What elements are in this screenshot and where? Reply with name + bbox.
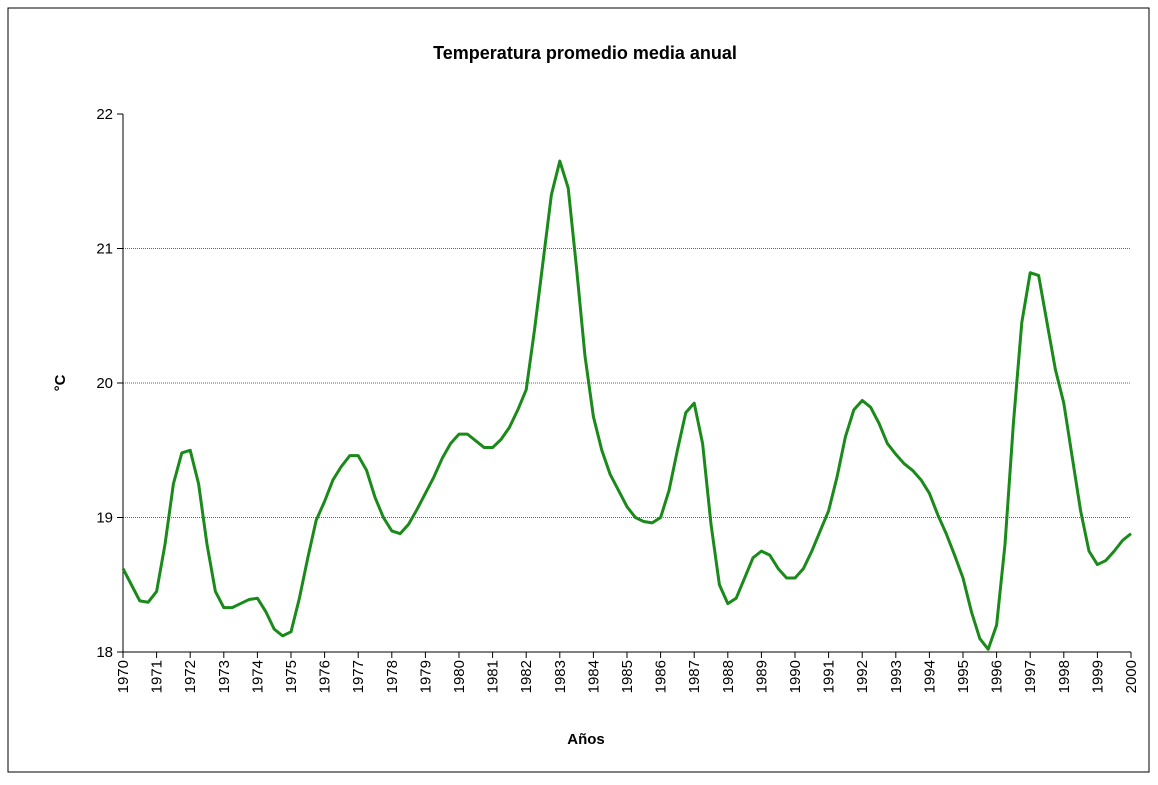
x-tick-label: 1991 bbox=[821, 660, 838, 693]
x-tick-label: 1988 bbox=[720, 660, 737, 693]
x-tick-label: 1993 bbox=[888, 660, 905, 693]
y-tick-label: 21 bbox=[96, 241, 113, 258]
chart-title: Temperatura promedio media anual bbox=[433, 43, 737, 63]
x-tick-label: 1976 bbox=[317, 660, 334, 693]
x-tick-label: 1977 bbox=[350, 660, 367, 693]
x-tick-label: 1995 bbox=[955, 660, 972, 693]
x-tick-label: 2000 bbox=[1123, 660, 1140, 693]
x-tick-label: 1970 bbox=[115, 660, 132, 693]
x-tick-label: 1975 bbox=[283, 660, 300, 693]
x-tick-label: 1979 bbox=[417, 660, 434, 693]
x-tick-label: 1983 bbox=[552, 660, 569, 693]
x-tick-label: 1996 bbox=[989, 660, 1006, 693]
y-axis-title: °C bbox=[52, 374, 69, 391]
x-axis-title: Años bbox=[567, 731, 605, 748]
x-tick-label: 1980 bbox=[451, 660, 468, 693]
y-tick-label: 18 bbox=[96, 644, 113, 661]
x-tick-label: 1989 bbox=[753, 660, 770, 693]
x-tick-label: 1972 bbox=[182, 660, 199, 693]
x-tick-label: 1985 bbox=[619, 660, 636, 693]
x-tick-label: 1971 bbox=[149, 660, 166, 693]
x-tick-label: 1982 bbox=[518, 660, 535, 693]
x-tick-label: 1997 bbox=[1022, 660, 1039, 693]
x-tick-label: 1994 bbox=[921, 660, 938, 693]
x-tick-label: 1999 bbox=[1089, 660, 1106, 693]
y-tick-label: 22 bbox=[96, 106, 113, 123]
y-tick-label: 20 bbox=[96, 375, 113, 392]
series-line bbox=[121, 159, 1132, 651]
x-tick-label: 1987 bbox=[686, 660, 703, 693]
x-tick-label: 1978 bbox=[384, 660, 401, 693]
x-tick-label: 1990 bbox=[787, 660, 804, 693]
x-tick-label: 1974 bbox=[249, 660, 266, 693]
x-tick-label: 1973 bbox=[216, 660, 233, 693]
x-tick-label: 1986 bbox=[653, 660, 670, 693]
x-tick-label: 1998 bbox=[1056, 660, 1073, 693]
y-tick-label: 19 bbox=[96, 510, 113, 527]
x-tick-label: 1981 bbox=[485, 660, 502, 693]
chart-frame bbox=[7, 7, 1150, 773]
x-tick-label: 1992 bbox=[854, 660, 871, 693]
x-tick-label: 1984 bbox=[585, 660, 602, 693]
